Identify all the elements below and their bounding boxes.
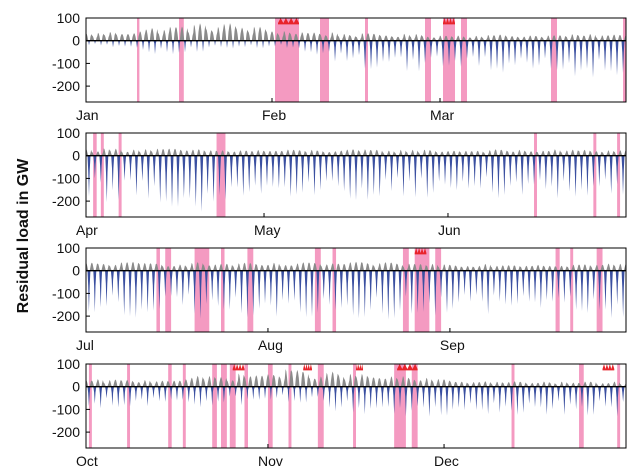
critical-period-band bbox=[194, 248, 210, 332]
panel-frame bbox=[85, 247, 627, 333]
panel-frame bbox=[85, 363, 627, 449]
critical-period-band bbox=[165, 248, 172, 332]
critical-period-band bbox=[244, 364, 248, 448]
critical-period-band bbox=[221, 248, 225, 332]
critical-period-band bbox=[365, 18, 368, 102]
y-tick-label: 100 bbox=[57, 356, 81, 372]
critical-period-band bbox=[156, 248, 160, 332]
month-label-feb: Feb bbox=[262, 107, 286, 123]
panel-frame bbox=[85, 17, 627, 103]
critical-period-band bbox=[570, 248, 574, 332]
critical-period-band bbox=[534, 133, 537, 217]
unmet-peak-area bbox=[232, 364, 245, 371]
critical-period-band bbox=[332, 248, 337, 332]
y-tick-label: -100 bbox=[52, 401, 80, 417]
residual-panel-jul: 100 0 -100 -200 Jul Aug Sep bbox=[52, 240, 627, 353]
y-tick-label: -200 bbox=[52, 193, 80, 209]
y-tick-label: 0 bbox=[72, 263, 80, 279]
month-label-nov: Nov bbox=[258, 453, 283, 469]
critical-period-band bbox=[137, 18, 140, 102]
critical-period-band bbox=[353, 364, 356, 448]
y-tick-label: -100 bbox=[52, 170, 80, 186]
critical-period-band bbox=[88, 364, 92, 448]
critical-period-band bbox=[127, 364, 131, 448]
unmet-peak-area bbox=[443, 18, 455, 25]
month-label-jul: Jul bbox=[76, 337, 94, 353]
residual-panel-apr: 100 0 -100 -200 Apr May Jun bbox=[52, 125, 627, 238]
y-tick-label: 100 bbox=[57, 10, 81, 26]
critical-period-band bbox=[275, 18, 299, 102]
y-tick-label: 100 bbox=[57, 125, 81, 141]
y-tick-label: -200 bbox=[52, 424, 80, 440]
critical-period-band bbox=[435, 248, 442, 332]
panel-frame bbox=[85, 132, 627, 218]
y-tick-label: -200 bbox=[52, 78, 80, 94]
residual-panel-jan: 100 0 -100 -200 Jan Feb Mar bbox=[52, 10, 627, 123]
positive-residual-area bbox=[86, 369, 626, 387]
positive-residual-area bbox=[86, 261, 626, 271]
critical-period-band bbox=[320, 18, 329, 102]
critical-period-band bbox=[212, 364, 217, 448]
unmet-peak-area bbox=[356, 364, 364, 371]
critical-period-band bbox=[425, 18, 431, 102]
unmet-peak-area bbox=[278, 18, 299, 25]
month-label-dec: Dec bbox=[434, 453, 459, 469]
y-tick-label: -100 bbox=[52, 55, 80, 71]
month-label-jun: Jun bbox=[438, 222, 461, 238]
critical-period-band bbox=[461, 18, 467, 102]
critical-period-band bbox=[216, 133, 226, 217]
critical-period-band bbox=[623, 18, 626, 102]
residual-panel-oct: 100 0 -100 -200 Oct Nov Dec bbox=[52, 356, 627, 469]
month-label-mar: Mar bbox=[430, 107, 454, 123]
critical-period-band bbox=[100, 133, 104, 217]
critical-period-band bbox=[288, 364, 292, 448]
critical-period-band bbox=[511, 364, 515, 448]
critical-period-band bbox=[247, 248, 254, 332]
month-label-oct: Oct bbox=[76, 453, 98, 469]
critical-period-band bbox=[617, 364, 621, 448]
positive-residual-area bbox=[86, 148, 626, 156]
negative-residual-area bbox=[86, 155, 626, 212]
unmet-peak-area bbox=[602, 364, 615, 371]
critical-period-band bbox=[221, 364, 227, 448]
month-label-aug: Aug bbox=[258, 337, 283, 353]
y-tick-label: 0 bbox=[72, 379, 80, 395]
critical-period-band bbox=[551, 18, 557, 102]
y-tick-label: 0 bbox=[72, 33, 80, 49]
critical-period-band bbox=[267, 364, 273, 448]
critical-period-band bbox=[317, 364, 324, 448]
month-label-may: May bbox=[254, 222, 280, 238]
negative-residual-area bbox=[86, 40, 626, 78]
month-label-apr: Apr bbox=[76, 222, 98, 238]
critical-period-band bbox=[555, 248, 560, 332]
unmet-peak-area bbox=[303, 364, 312, 371]
critical-period-band bbox=[179, 18, 184, 102]
critical-period-band bbox=[593, 133, 597, 217]
y-tick-label: -200 bbox=[52, 308, 80, 324]
y-tick-label: -100 bbox=[52, 285, 80, 301]
y-axis-label: Residual load in GW bbox=[15, 158, 32, 314]
y-tick-label: 0 bbox=[72, 148, 80, 164]
critical-period-band bbox=[579, 364, 584, 448]
unmet-peak-area bbox=[414, 248, 427, 255]
positive-residual-area bbox=[86, 23, 626, 41]
critical-period-band bbox=[411, 364, 418, 448]
critical-period-band bbox=[229, 364, 236, 448]
y-tick-label: 100 bbox=[57, 240, 81, 256]
critical-period-band bbox=[414, 248, 430, 332]
critical-period-band bbox=[118, 133, 122, 217]
unmet-peak-area bbox=[397, 364, 418, 371]
month-label-jan: Jan bbox=[76, 107, 99, 123]
critical-period-band bbox=[168, 364, 172, 448]
critical-period-band bbox=[617, 133, 621, 217]
critical-period-band bbox=[182, 364, 186, 448]
month-label-sep: Sep bbox=[440, 337, 465, 353]
